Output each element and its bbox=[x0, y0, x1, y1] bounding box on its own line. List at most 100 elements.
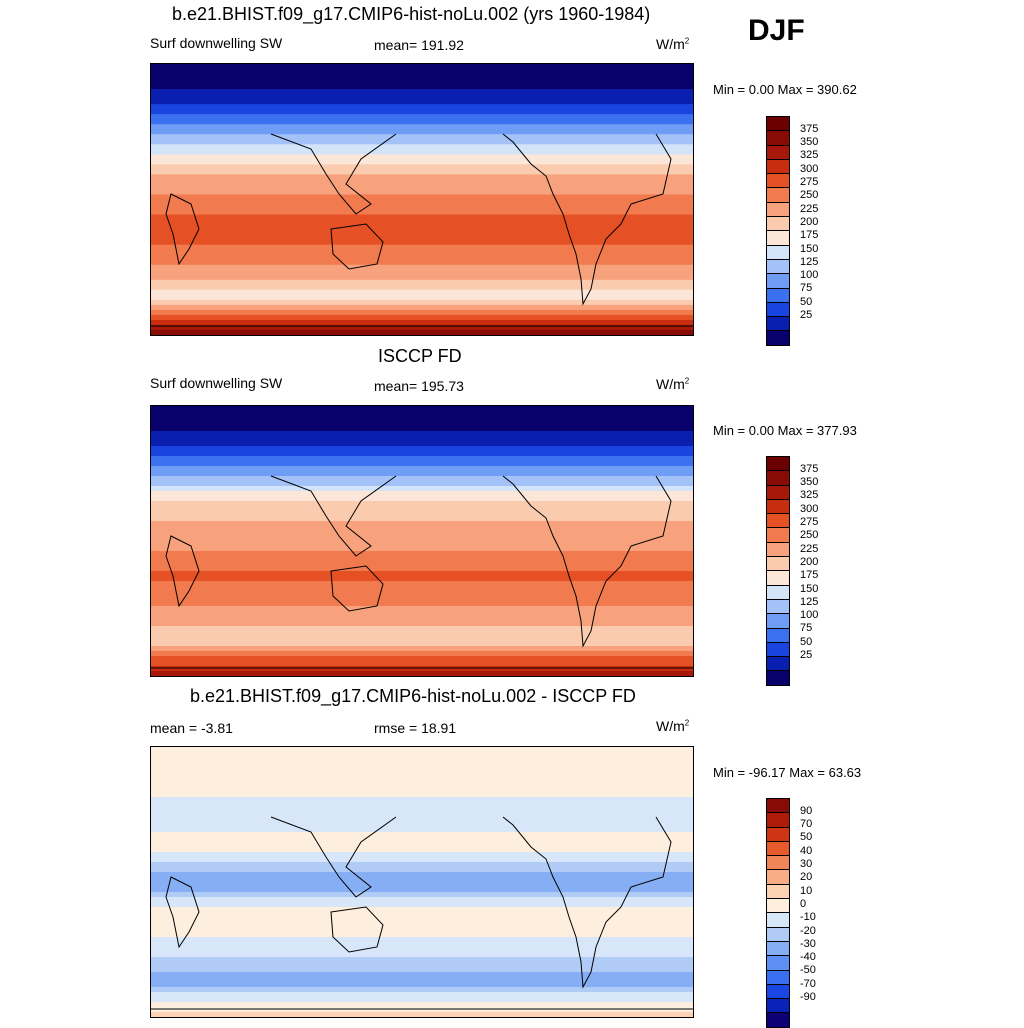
field-band bbox=[151, 977, 693, 983]
colorbar-swatch bbox=[767, 302, 789, 318]
field-band bbox=[151, 747, 693, 753]
colorbar-swatch bbox=[767, 956, 789, 971]
panel-model-map bbox=[150, 63, 694, 336]
field-band bbox=[151, 451, 693, 457]
field-band bbox=[151, 506, 693, 512]
colorbar-swatch bbox=[767, 585, 789, 600]
colorbar-swatch bbox=[767, 628, 789, 643]
panel-model-minmax: Min = 0.00 Max = 390.62 bbox=[713, 82, 857, 97]
field-band bbox=[151, 79, 693, 85]
panel-diff-colorbar: 90 70 50 40 30 20 10 0 -10 -20 -30 -40 -50 -70 -90 bbox=[766, 798, 816, 1028]
field-band bbox=[151, 576, 693, 582]
field-band bbox=[151, 496, 693, 502]
colorbar-tick-label: -90 bbox=[800, 991, 816, 1003]
colorbar-tick-label: 300 bbox=[800, 162, 819, 175]
panel-obs-mean: mean= 195.73 bbox=[374, 378, 464, 394]
field-band bbox=[151, 591, 693, 597]
field-band bbox=[151, 666, 693, 672]
field-band bbox=[151, 254, 693, 261]
colorbar-tick-label: 200 bbox=[800, 215, 819, 228]
field-band bbox=[151, 767, 693, 773]
colorbar-tick-label: 30 bbox=[800, 858, 813, 870]
colorbar-tick-label: 275 bbox=[800, 176, 819, 188]
colorbar-swatch bbox=[767, 970, 789, 985]
field-band bbox=[151, 872, 693, 878]
panel-obs-units: W/m2 bbox=[656, 376, 690, 392]
field-band bbox=[151, 239, 693, 246]
field-band bbox=[151, 661, 693, 667]
field-band bbox=[151, 461, 693, 467]
field-band bbox=[151, 581, 693, 587]
field-band bbox=[151, 772, 693, 778]
field-band bbox=[151, 882, 693, 888]
colorbar-tick-label: 75 bbox=[800, 282, 813, 295]
field-band bbox=[151, 486, 693, 492]
colorbar-tick-label: 250 bbox=[800, 529, 819, 542]
panel-diff-rmse: rmse = 18.91 bbox=[374, 720, 457, 736]
field-band bbox=[151, 491, 693, 497]
field-band bbox=[151, 932, 693, 938]
colorbar-swatch bbox=[767, 159, 789, 175]
coastline-australia bbox=[330, 906, 384, 953]
colorbar-tick-label: 125 bbox=[800, 255, 819, 268]
field-band bbox=[151, 456, 693, 462]
field-band bbox=[151, 611, 693, 617]
panel-obs-colorbar: 375 350 325 300 275 250 225 200 175 150 125 100 75 50… bbox=[766, 456, 818, 686]
field-band bbox=[151, 471, 693, 477]
colorbar-tick-label: -10 bbox=[800, 911, 816, 924]
field-band bbox=[151, 907, 693, 913]
field-band bbox=[151, 294, 693, 301]
colorbar-tick-label: 100 bbox=[800, 269, 819, 282]
field-band bbox=[151, 426, 693, 432]
field-band bbox=[151, 616, 693, 622]
field-bands bbox=[151, 747, 693, 1017]
field-band bbox=[151, 526, 693, 532]
colorbar-tick-label: 350 bbox=[800, 476, 819, 489]
colorbar-swatch bbox=[767, 671, 789, 685]
colorbar-swatch bbox=[767, 471, 789, 486]
colorbar-swatch bbox=[767, 131, 789, 146]
colorbar-swatch bbox=[767, 642, 789, 658]
panel-model-mean: mean= 191.92 bbox=[374, 37, 464, 53]
field-band bbox=[151, 139, 693, 145]
field-band bbox=[151, 531, 693, 537]
field-band bbox=[151, 606, 693, 612]
colorbar-swatch bbox=[767, 317, 789, 332]
panel-model-units: W/m2 bbox=[656, 36, 690, 52]
panel-model-variable: Surf downwelling SW bbox=[150, 35, 283, 51]
colorbar-swatch bbox=[767, 202, 789, 218]
panel-diff-units: W/m2 bbox=[656, 718, 690, 734]
field-band bbox=[151, 304, 693, 311]
colorbar-tick-label: 25 bbox=[800, 649, 813, 661]
colorbar-swatch bbox=[767, 799, 789, 814]
colorbar-swatch bbox=[767, 499, 789, 515]
colorbar-swatch bbox=[767, 514, 789, 529]
field-band bbox=[151, 169, 693, 176]
field-band bbox=[151, 129, 693, 135]
colorbar-tick-label: 375 bbox=[800, 122, 819, 135]
field-band bbox=[151, 124, 693, 130]
field-band bbox=[151, 264, 693, 271]
field-band bbox=[151, 536, 693, 542]
field-band bbox=[151, 159, 693, 165]
field-band bbox=[151, 411, 693, 417]
field-band bbox=[151, 822, 693, 828]
colorbar-tick-label: 50 bbox=[800, 635, 813, 648]
colorbar-swatch bbox=[767, 856, 789, 871]
field-band bbox=[151, 571, 693, 577]
colorbar-swatch bbox=[767, 145, 789, 160]
colorbar-tick-label: 325 bbox=[800, 149, 819, 162]
coastline-africa bbox=[165, 535, 200, 608]
field-band bbox=[151, 229, 693, 236]
colorbar-swatch bbox=[767, 813, 789, 828]
field-band bbox=[151, 154, 693, 160]
field-band bbox=[151, 631, 693, 637]
field-band bbox=[151, 952, 693, 958]
colorbar-tick-label: 125 bbox=[800, 595, 819, 608]
field-band bbox=[151, 1002, 693, 1008]
field-band bbox=[151, 837, 693, 843]
colorbar-tick-label: 275 bbox=[800, 516, 819, 528]
field-band bbox=[151, 329, 693, 335]
colorbar-tick-label: 25 bbox=[800, 309, 813, 321]
field-band bbox=[151, 902, 693, 908]
